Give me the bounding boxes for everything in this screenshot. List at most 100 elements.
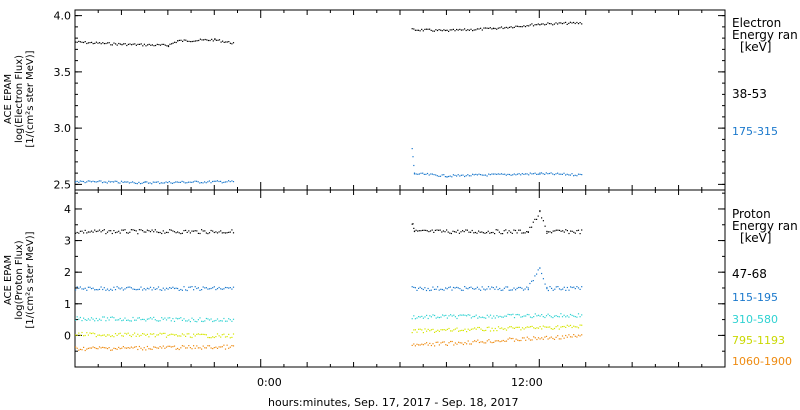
proton-series-1060-1900-point (159, 346, 161, 348)
proton-series-795-1193-point (140, 334, 142, 336)
proton-series-47-68-point (228, 231, 230, 233)
electron-series-38-53-point (488, 27, 490, 29)
electron-series-38-53-point (435, 29, 437, 31)
electron-series-175-315-point (520, 174, 522, 176)
proton-series-795-1193-point (231, 336, 233, 338)
proton-series-115-195-point (424, 287, 426, 289)
proton-series-1060-1900-point (124, 347, 126, 349)
proton-series-1060-1900-point (95, 347, 97, 350)
electron-series-175-315-point (483, 174, 485, 176)
proton-series-115-195-point (189, 286, 191, 288)
proton-series-1060-1900-point (212, 348, 214, 350)
proton-series-795-1193-point (509, 326, 511, 328)
proton-series-47-68-point (102, 230, 104, 232)
proton-series-115-195-point (193, 289, 195, 291)
proton-series-1060-1900-point (491, 342, 493, 344)
proton-series-1060-1900-point (469, 343, 471, 345)
proton-series-310-580-point (194, 320, 196, 322)
electron-series-38-53-point (500, 26, 503, 28)
proton-series-1060-1900-point (489, 341, 492, 343)
proton-series-795-1193-point (520, 329, 522, 331)
electron-series-38-53-point (191, 40, 193, 43)
proton-series-47-68-point (201, 229, 203, 231)
proton-series-310-580-point (494, 317, 496, 319)
proton-series-47-68-point (539, 210, 541, 212)
proton-series-1060-1900-point (504, 340, 506, 342)
electron-series-38-53-point (573, 21, 575, 24)
proton-series-1060-1900-point (119, 348, 121, 350)
electron-series-38-53-point (492, 27, 495, 29)
proton-series-47-68-point (170, 229, 172, 231)
proton-series-310-580-point (488, 316, 490, 318)
proton-series-795-1193-point (224, 336, 227, 338)
proton-series-310-580-point (89, 319, 91, 321)
electron-series-175-315-point (108, 180, 110, 182)
electron-series-38-53-point (87, 42, 89, 44)
proton-series-795-1193-point (143, 333, 145, 335)
proton-series-1060-1900-point (419, 344, 421, 346)
electron-series-175-315-point (439, 175, 442, 177)
proton-series-115-195-point (524, 288, 526, 290)
proton-series-310-580-point (180, 317, 182, 319)
proton-series-1060-1900-point (478, 341, 480, 344)
proton-series-795-1193-point (132, 334, 134, 336)
proton-series-310-580-point (189, 321, 191, 323)
proton-series-115-195-point (470, 286, 472, 288)
electron-series-38-53-point (457, 29, 459, 31)
electron-series-38-53-point (413, 28, 415, 30)
proton-series-47-68-point (426, 230, 428, 232)
proton-series-1060-1900-point (517, 339, 519, 341)
proton-series-115-195-point (196, 287, 198, 290)
proton-series-1060-1900-point (188, 345, 190, 347)
proton-series-310-580-point (137, 317, 139, 319)
proton-ytick-label: 1 (64, 298, 71, 311)
proton-series-795-1193-point (157, 334, 160, 336)
electron-series-175-315-point (456, 175, 458, 177)
proton-series-1060-1900-point (110, 349, 112, 351)
electron-series-175-315-point (133, 182, 135, 184)
electron-series-175-315-point (545, 172, 547, 174)
proton-series-310-580-point (102, 316, 104, 318)
proton-series-310-580-point (204, 320, 206, 322)
electron-series-175-315-point (515, 174, 517, 176)
proton-series-47-68-point (563, 231, 565, 233)
electron-ylabel-line3: [1/(cm²s ster MeV)] (25, 50, 36, 148)
proton-series-115-195-point (201, 289, 203, 291)
electron-series-175-315-point (508, 173, 511, 176)
proton-series-47-68-point (439, 229, 441, 231)
proton-series-1060-1900-point (574, 335, 576, 337)
electron-series-175-315-point (513, 173, 515, 175)
proton-series-47-68-point (111, 232, 113, 235)
proton-series-1060-1900-point (154, 346, 156, 348)
proton-series-310-580-point (443, 315, 445, 317)
proton-series-47-68-point (505, 229, 507, 231)
electron-series-38-53-point (155, 44, 157, 47)
electron-series-38-53-point (217, 39, 219, 41)
proton-series-1060-1900-point (432, 343, 434, 345)
electron-series-38-53-point (228, 41, 230, 43)
proton-ylabel-line2: log(Proton Flux) (14, 240, 25, 320)
electron-series-38-53-point (526, 25, 528, 27)
proton-series-795-1193-point (229, 337, 231, 339)
proton-series-795-1193-point (525, 327, 527, 329)
electron-series-175-315-point (457, 174, 459, 176)
proton-series-1060-1900-point (146, 345, 148, 348)
proton-series-310-580-point (193, 319, 195, 321)
proton-series-115-195-point (197, 287, 199, 289)
proton-series-795-1193-point (521, 327, 524, 329)
proton-series-1060-1900-point (424, 343, 426, 345)
proton-series-115-195-point (108, 289, 110, 292)
proton-series-47-68-point (421, 229, 424, 231)
electron-series-38-53-point (475, 29, 477, 31)
proton-series-310-580-point (422, 317, 424, 319)
proton-series-310-580-point (424, 316, 426, 318)
proton-ytick-label: 4 (64, 203, 71, 216)
proton-series-1060-1900-point (142, 349, 144, 351)
proton-series-47-68-point (460, 231, 462, 233)
proton-series-310-580-point (172, 318, 174, 320)
proton-series-115-195-point (102, 288, 104, 291)
proton-series-310-580-point (569, 313, 572, 316)
proton-series-1060-1900-point (156, 347, 158, 349)
proton-series-310-580-point (496, 315, 498, 317)
proton-series-1060-1900-point (549, 337, 551, 339)
